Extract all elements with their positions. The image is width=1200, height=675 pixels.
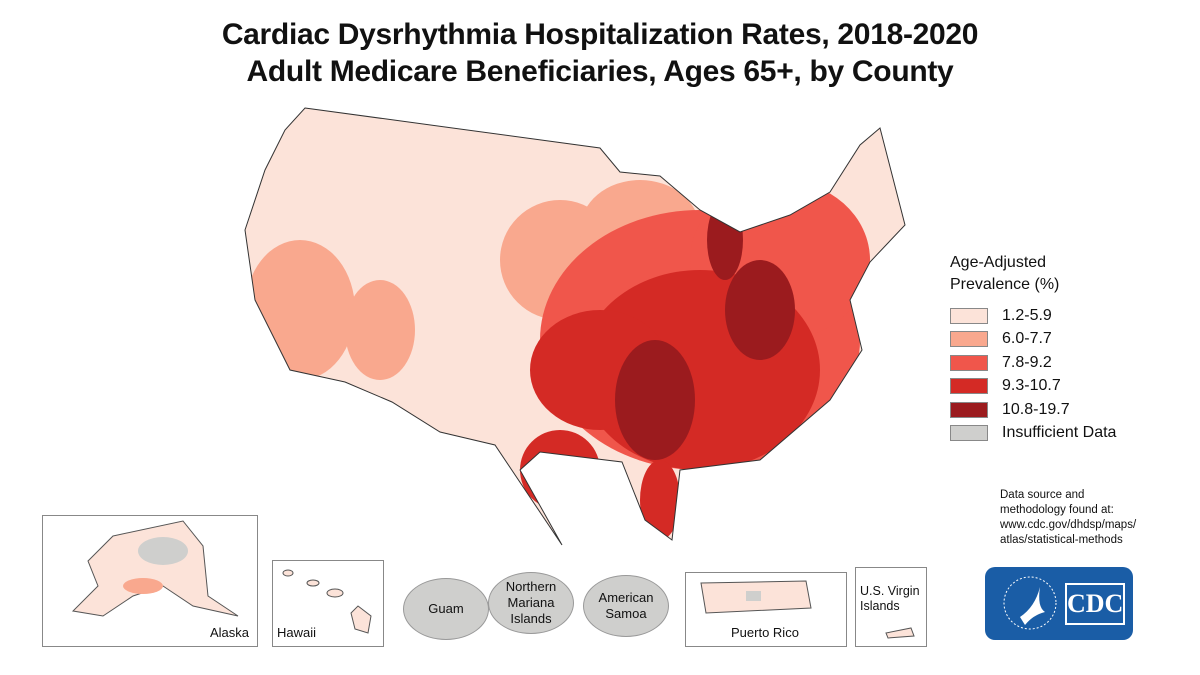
alaska-label: Alaska <box>209 625 249 640</box>
american-samoa-inset: American Samoa <box>583 575 669 637</box>
legend-item: 6.0-7.7 <box>950 328 1116 352</box>
legend-item: 10.8-19.7 <box>950 398 1116 422</box>
puerto-rico-label: Puerto Rico <box>731 625 799 640</box>
hawaii-label: Hawaii <box>277 625 317 640</box>
usvi-shape <box>885 627 915 639</box>
hawaii-inset: Hawaii <box>272 560 384 647</box>
cdc-logo: CDC <box>985 567 1133 640</box>
legend-item: 7.8-9.2 <box>950 351 1116 375</box>
map-title-line2: Adult Medicare Beneficiaries, Ages 65+, … <box>246 55 954 88</box>
legend-item: 9.3-10.7 <box>950 375 1116 399</box>
northern-mariana-islands-inset: Northern Mariana Islands <box>488 572 574 634</box>
hhs-eagle-icon <box>1003 576 1057 630</box>
legend: Age-Adjusted Prevalence (%) 1.2-5.9 6.0-… <box>950 252 1116 445</box>
usvi-inset: U.S. Virgin Islands <box>855 567 927 647</box>
legend-title-line1: Age-Adjusted <box>950 254 1047 271</box>
cdc-wordmark: CDC <box>1065 583 1125 625</box>
guam-inset: Guam <box>403 578 489 640</box>
alaska-shape <box>71 520 239 617</box>
data-source-note: Data source and methodology found at: www.… <box>1000 489 1137 546</box>
legend-item: 1.2-5.9 <box>950 304 1116 328</box>
puerto-rico-shape <box>700 580 812 614</box>
alaska-inset: Alaska <box>42 515 258 647</box>
legend-item: Insufficient Data <box>950 422 1116 446</box>
legend-title-line2: Prevalence (%) <box>950 276 1060 293</box>
puerto-rico-inset: Puerto Rico <box>685 572 847 647</box>
usvi-label: U.S. Virgin Islands <box>860 584 920 613</box>
map-title-line1: Cardiac Dysrhythmia Hospitalization Rate… <box>221 18 979 51</box>
hawaii-shape <box>282 569 372 634</box>
